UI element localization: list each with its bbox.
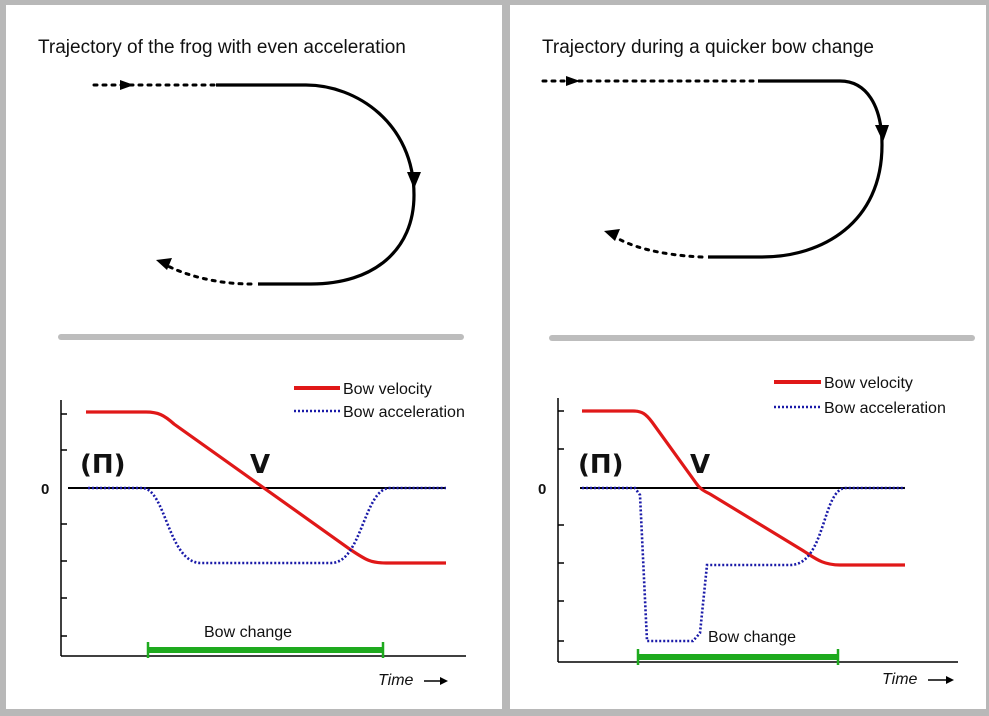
frog-trajectory [541, 76, 889, 259]
y-axis-ticks [61, 413, 67, 637]
panel-quick-bow-change: Trajectory during a quicker bow change B… [510, 5, 986, 709]
up-bow-symbol: V [690, 450, 710, 480]
arrowhead-left [604, 229, 620, 241]
panel-even-acceleration: Trajectory of the frog with even acceler… [6, 5, 502, 709]
plot-axes: 0 [41, 400, 466, 657]
bow-velocity-curve [86, 410, 446, 565]
bow-acceleration-curve [582, 486, 905, 643]
time-axis-label: Time [378, 672, 414, 689]
arrowhead-down [407, 172, 421, 189]
down-bow-symbol: (Π) [578, 450, 624, 480]
trajectory-return-dotted [162, 262, 253, 286]
up-bow-symbol: V [250, 450, 270, 480]
plot-axes: 0 [538, 398, 958, 663]
bow-change-label: Bow change [204, 624, 292, 641]
y-axis-ticks [558, 410, 564, 642]
legend-acceleration-label: Bow acceleration [824, 400, 946, 417]
zero-label: 0 [41, 481, 49, 498]
legend: Bow velocity Bow acceleration [774, 375, 946, 417]
trajectory-return-dotted [610, 233, 704, 259]
arrowhead-right [120, 80, 134, 90]
arrowhead-left [156, 258, 172, 270]
frog-trajectory [92, 80, 421, 286]
arrowhead-down [875, 125, 889, 142]
time-arrow-icon [946, 676, 954, 684]
zero-label: 0 [538, 481, 546, 498]
time-arrow-icon [440, 677, 448, 685]
bow-acceleration-curve [88, 486, 446, 565]
legend-velocity-label: Bow velocity [343, 381, 432, 398]
panel-title: Trajectory during a quicker bow change [542, 37, 874, 58]
bow-velocity-curve [582, 409, 905, 567]
bow-change-label: Bow change [708, 629, 796, 646]
legend: Bow velocity Bow acceleration [294, 381, 465, 421]
arrowhead-right [566, 76, 580, 86]
down-bow-symbol: (Π) [80, 450, 126, 480]
trajectory-solid-curve [708, 79, 884, 259]
panel-quick-svg: Trajectory during a quicker bow change B… [538, 37, 975, 688]
panel-even-svg: Trajectory of the frog with even acceler… [38, 37, 466, 689]
legend-acceleration-label: Bow acceleration [343, 404, 465, 421]
time-axis-label: Time [882, 671, 918, 688]
trajectory-solid-curve [216, 83, 416, 286]
legend-velocity-label: Bow velocity [824, 375, 913, 392]
panel-title: Trajectory of the frog with even acceler… [38, 37, 406, 58]
